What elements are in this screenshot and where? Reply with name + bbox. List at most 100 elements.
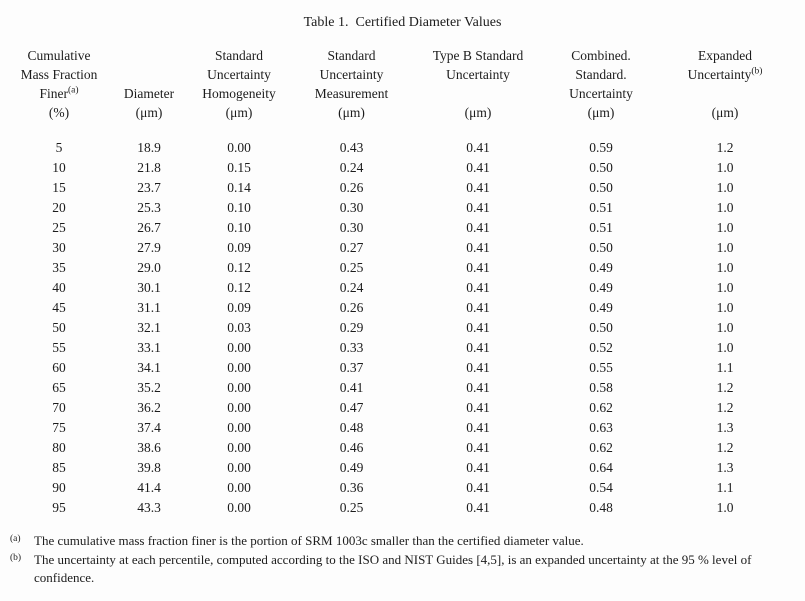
header-cell-standard-uncertainty-measurement: Uncertainty bbox=[319, 67, 384, 82]
table-cell: 55 bbox=[52, 340, 66, 355]
table-row: 60 34.1 0.00 0.37 0.41 0.55 1.1 bbox=[9, 358, 790, 378]
table-cell: 70 bbox=[52, 400, 66, 415]
table-cell: 0.63 bbox=[589, 420, 613, 435]
table-cell: 0.47 bbox=[339, 400, 364, 415]
table-row: 30 27.9 0.09 0.27 0.41 0.50 1.0 bbox=[9, 238, 790, 258]
table-row: 50 32.1 0.03 0.29 0.41 0.50 1.0 bbox=[9, 318, 790, 338]
header-cell-combined-standard-uncertainty: Standard. bbox=[575, 67, 627, 82]
table-cell: 29.0 bbox=[137, 260, 161, 275]
table-cell: 18.9 bbox=[137, 140, 161, 155]
header-cell-type-b-standard-uncertainty: Uncertainty bbox=[446, 67, 510, 82]
table-cell: 1.2 bbox=[716, 380, 734, 395]
table-cell: 50 bbox=[52, 320, 66, 335]
table-row: 10 21.8 0.15 0.24 0.41 0.50 1.0 bbox=[9, 158, 790, 178]
table-cell: 95 bbox=[52, 500, 66, 515]
table-cell: 45 bbox=[52, 300, 66, 315]
table-cell: 75 bbox=[52, 420, 66, 435]
table-cell: 0.29 bbox=[339, 320, 364, 335]
table-cell: 0.30 bbox=[339, 220, 364, 235]
table-body: 5 18.9 0.00 0.43 0.41 0.59 1.2 10 21.8 0.15 0.24 0.… bbox=[9, 122, 790, 518]
table-row: 90 41.4 0.00 0.36 0.41 0.54 1.1 bbox=[9, 478, 790, 498]
table-cell: 0.41 bbox=[466, 200, 490, 215]
table-cell: 0.41 bbox=[466, 240, 490, 255]
header-cell-standard-uncertainty-measurement: (μm) bbox=[338, 105, 365, 120]
table-row: 85 39.8 0.00 0.49 0.41 0.64 1.3 bbox=[9, 458, 790, 478]
table-row: 15 23.7 0.14 0.26 0.41 0.50 1.0 bbox=[9, 178, 790, 198]
table-row: 65 35.2 0.00 0.41 0.41 0.58 1.2 bbox=[9, 378, 790, 398]
table-cell: 0.00 bbox=[227, 480, 251, 495]
table-cell: 41.4 bbox=[137, 480, 161, 495]
table-cell: 0.49 bbox=[589, 280, 613, 295]
table-cell: 37.4 bbox=[137, 420, 161, 435]
header-cell-cumulative-mass-fraction-finer: Cumulative bbox=[27, 48, 91, 63]
table-cell: 1.2 bbox=[716, 400, 734, 415]
table-cell: 0.55 bbox=[589, 360, 613, 375]
header-cell-diameter bbox=[109, 65, 189, 84]
header-cell-standard-uncertainty-measurement: Measurement bbox=[314, 86, 389, 101]
table-cell: 0.41 bbox=[466, 380, 490, 395]
table-row: 55 33.1 0.00 0.33 0.41 0.52 1.0 bbox=[9, 338, 790, 358]
table-cell: 85 bbox=[52, 460, 66, 475]
table-cell: 0.41 bbox=[466, 480, 490, 495]
header-cell-type-b-standard-uncertainty bbox=[414, 84, 542, 103]
table-cell: 65 bbox=[52, 380, 66, 395]
table-cell: 39.8 bbox=[137, 460, 161, 475]
table-cell: 0.50 bbox=[589, 180, 613, 195]
table-cell: 60 bbox=[52, 360, 66, 375]
table-cell: 0.00 bbox=[227, 340, 251, 355]
table-cell: 1.0 bbox=[716, 500, 734, 515]
table-cell: 1.0 bbox=[716, 300, 734, 315]
table-row: 20 25.3 0.10 0.30 0.41 0.51 1.0 bbox=[9, 198, 790, 218]
table-cell: 0.59 bbox=[589, 140, 613, 155]
table-cell: 31.1 bbox=[137, 300, 161, 315]
table-cell: 0.41 bbox=[466, 500, 490, 515]
table-cell: 0.14 bbox=[227, 180, 251, 195]
table-cell: 0.62 bbox=[589, 440, 613, 455]
table-cell: 0.00 bbox=[227, 400, 251, 415]
table-cell: 43.3 bbox=[137, 500, 161, 515]
table-cell: 0.49 bbox=[589, 260, 613, 275]
table-cell: 0.24 bbox=[339, 280, 364, 295]
table-cell: 1.1 bbox=[716, 480, 734, 495]
table-cell: 0.10 bbox=[227, 220, 251, 235]
header-row: Cumulative Standard Standard Type B Standa… bbox=[9, 46, 790, 65]
header-cell-standard-uncertainty-homogeneity: (μm) bbox=[225, 105, 253, 120]
header-row: (%) (μm) (μm) (μm) (μm) (μm) (μm) bbox=[9, 103, 790, 122]
table-cell: 0.46 bbox=[339, 440, 364, 455]
table-cell: 0.24 bbox=[339, 160, 364, 175]
table-cell: 0.41 bbox=[466, 340, 490, 355]
footnote-b-marker: (b) bbox=[10, 552, 22, 563]
table-cell: 1.2 bbox=[716, 140, 734, 155]
table-cell: 0.00 bbox=[227, 420, 251, 435]
table-cell: 0.48 bbox=[339, 420, 364, 435]
table-cell: 0.41 bbox=[466, 360, 490, 375]
footnote-b: (b) The uncertainty at each percentile, … bbox=[10, 551, 805, 588]
table-cell: 30 bbox=[52, 240, 66, 255]
table-cell: 1.0 bbox=[716, 220, 734, 235]
header-cell-type-b-standard-uncertainty: (μm) bbox=[464, 105, 492, 120]
table-cell: 0.37 bbox=[339, 360, 364, 375]
table-cell: 1.1 bbox=[716, 360, 734, 375]
header-cell-standard-uncertainty-homogeneity: Uncertainty bbox=[207, 67, 271, 82]
table-cell: 0.41 bbox=[466, 160, 490, 175]
table-cell: 26.7 bbox=[137, 220, 161, 235]
footnote-a-text: The cumulative mass fraction finer is th… bbox=[34, 533, 584, 548]
table-cell: 35.2 bbox=[137, 380, 161, 395]
table-row: 5 18.9 0.00 0.43 0.41 0.59 1.2 bbox=[9, 138, 790, 158]
table-cell: 0.52 bbox=[589, 340, 613, 355]
header-row: Finer(a) Diameter Homogeneity Measurement U… bbox=[9, 84, 790, 103]
table-cell: 0.41 bbox=[466, 260, 490, 275]
table-cell: 0.12 bbox=[227, 260, 251, 275]
header-cell-expanded-uncertainty bbox=[660, 84, 790, 103]
table-cell: 0.41 bbox=[466, 220, 490, 235]
header-body-spacer bbox=[9, 122, 790, 138]
table-cell: 0.41 bbox=[466, 280, 490, 295]
table-cell: 0.43 bbox=[339, 140, 364, 155]
table-cell: 0.00 bbox=[227, 440, 251, 455]
header-cell-standard-uncertainty-measurement: Standard bbox=[327, 48, 376, 63]
table-cell: 0.51 bbox=[589, 220, 613, 235]
table-cell: 1.0 bbox=[716, 200, 734, 215]
table-cell: 0.09 bbox=[227, 240, 251, 255]
table-cell: 0.41 bbox=[466, 320, 490, 335]
